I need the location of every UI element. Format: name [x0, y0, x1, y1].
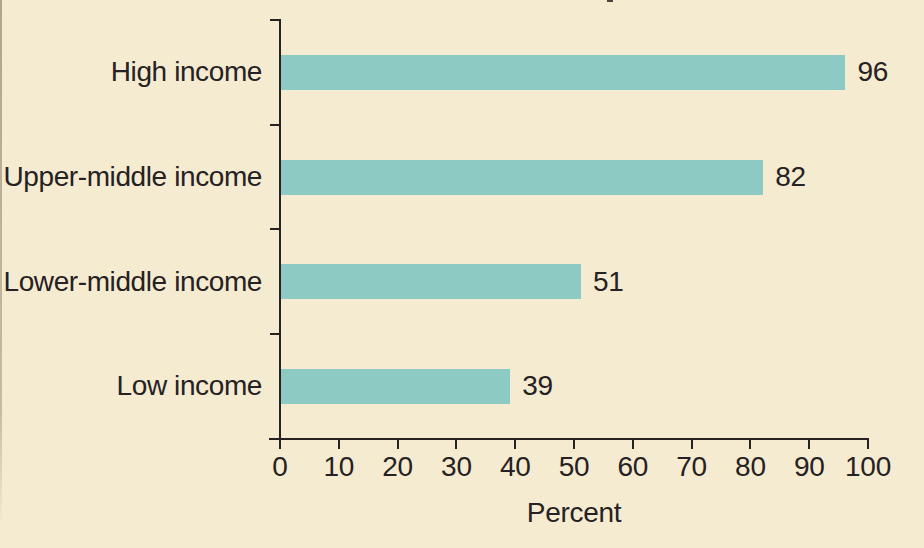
x-tick: [632, 440, 634, 449]
y-tick: [270, 333, 280, 335]
x-tick: [691, 440, 693, 449]
x-axis-title: Percent: [280, 497, 868, 529]
x-tick: [397, 440, 399, 449]
x-tick: [455, 440, 457, 449]
bar-chart-figure: 0 10 20 30 40 50 60 70 80 90 100 96 82 51 39 High inc…: [0, 0, 924, 548]
x-tick-label: 80: [735, 451, 766, 483]
bar: [281, 369, 510, 404]
y-tick: [270, 228, 280, 230]
y-tick: [270, 124, 280, 126]
x-tick-label: 100: [845, 451, 891, 483]
y-tick: [270, 19, 280, 21]
x-tick: [808, 440, 810, 449]
bar: [281, 160, 763, 195]
x-tick: [514, 440, 516, 449]
category-label: Upper-middle income: [0, 161, 262, 193]
x-tick: [749, 440, 751, 449]
bar: [281, 55, 845, 90]
x-tick: [338, 440, 340, 449]
x-tick-label: 0: [272, 451, 287, 483]
x-tick-label: 60: [618, 451, 649, 483]
x-tick-label: 10: [324, 451, 355, 483]
category-label: Low income: [0, 370, 262, 402]
x-axis-line: [269, 438, 869, 440]
x-tick: [573, 440, 575, 449]
x-tick-label: 20: [382, 451, 413, 483]
category-label: Lower-middle income: [0, 266, 262, 298]
x-tick-label: 40: [500, 451, 531, 483]
bar-value-label: 39: [522, 370, 553, 402]
bar-value-label: 82: [775, 161, 806, 193]
x-tick-label: 70: [676, 451, 707, 483]
bar: [281, 264, 581, 299]
x-tick: [279, 440, 281, 449]
x-tick-label: 30: [441, 451, 472, 483]
x-tick: [867, 440, 869, 449]
category-label: High income: [0, 56, 262, 88]
bar-value-label: 51: [593, 266, 624, 298]
cropped-title-artifact: [607, 0, 613, 2]
x-tick-label: 50: [559, 451, 590, 483]
bar-value-label: 96: [857, 56, 888, 88]
x-tick-label: 90: [794, 451, 825, 483]
